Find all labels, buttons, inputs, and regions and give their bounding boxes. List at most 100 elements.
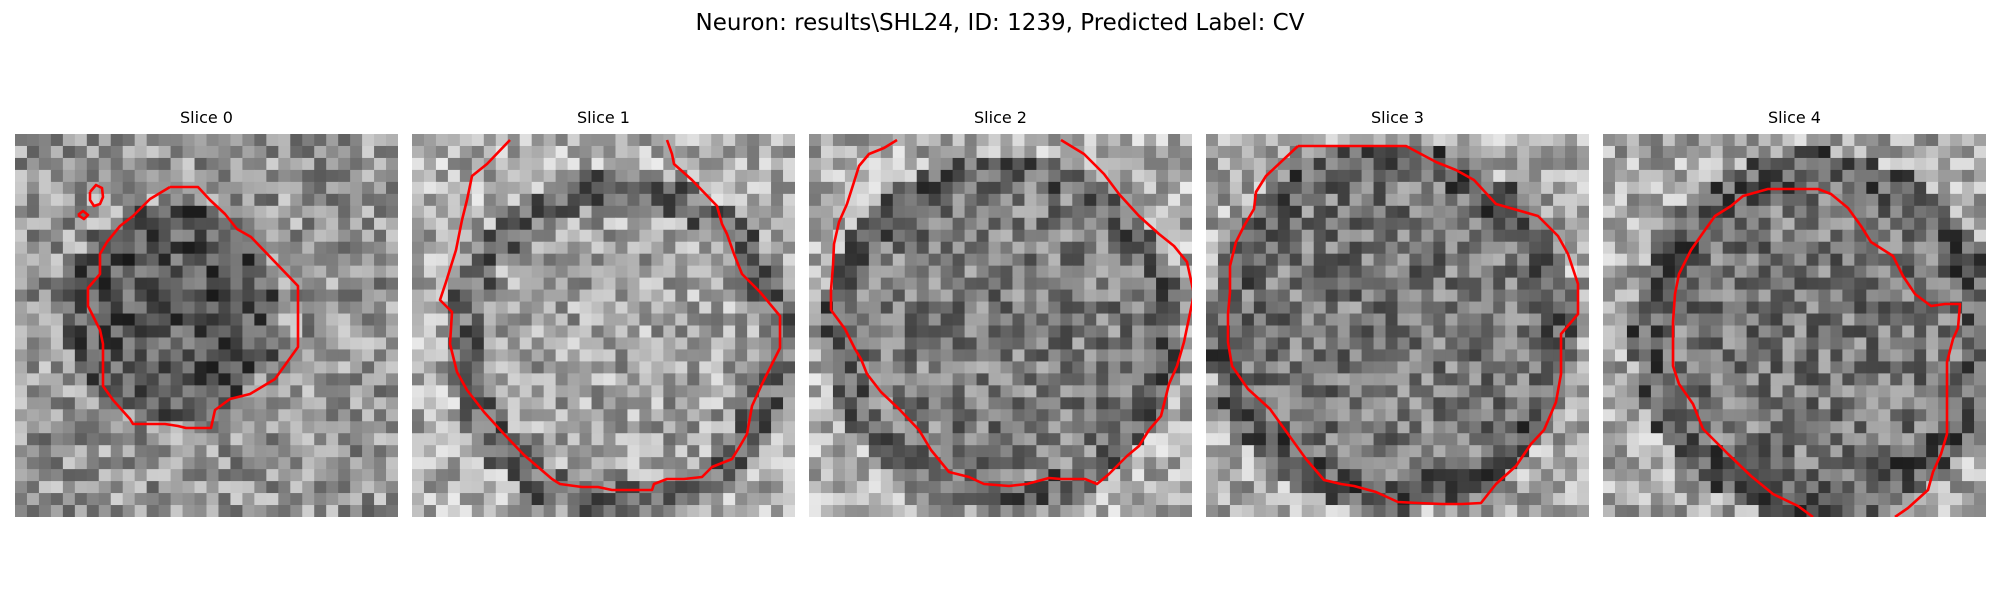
image-pixel [1241,433,1255,446]
image-pixel [1132,265,1145,279]
image-pixel [555,229,569,243]
image-pixel [856,265,870,279]
image-pixel [278,433,291,446]
image-pixel [1505,457,1518,470]
image-pixel [868,409,882,422]
image-pixel [1385,385,1399,398]
image-pixel [1662,169,1676,183]
image-pixel [892,301,906,315]
image-pixel [1686,325,1700,339]
image-pixel [1974,289,1986,303]
image-pixel [687,493,700,506]
image-pixel [1469,289,1482,303]
image-pixel [170,205,184,219]
image-pixel [1024,433,1038,446]
image-pixel [266,325,279,339]
image-pixel [290,265,303,279]
image-pixel [1746,205,1760,219]
image-pixel [471,241,485,255]
image-pixel [26,421,40,434]
image-pixel [206,193,220,207]
image-pixel [1830,157,1843,171]
image-pixel [374,265,387,279]
image-pixel [278,205,291,219]
image-pixel [1012,265,1026,279]
image-pixel [1277,349,1291,363]
image-pixel [1373,193,1387,207]
image-pixel [964,433,978,446]
image-pixel [651,205,664,219]
image-pixel [1024,385,1038,398]
image-pixel [1603,385,1616,398]
image-pixel [699,445,712,458]
image-pixel [1301,337,1315,351]
image-pixel [1529,313,1542,327]
image-pixel [1397,397,1411,410]
image-pixel [1565,169,1578,183]
image-pixel [1313,505,1327,517]
image-pixel [1734,409,1748,422]
image-pixel [338,397,351,410]
image-pixel [1096,349,1109,363]
image-pixel [603,457,617,470]
image-pixel [783,169,795,183]
image-pixel [206,349,220,363]
image-pixel [146,301,160,315]
image-pixel [242,253,255,267]
image-pixel [1241,325,1255,339]
image-pixel [495,241,509,255]
image-pixel [182,481,196,494]
image-pixel [62,385,76,398]
image-pixel [302,481,315,494]
image-pixel [1553,421,1566,434]
image-pixel [1433,397,1446,410]
image-pixel [74,217,88,231]
image-pixel [579,349,593,363]
image-pixel [98,397,112,410]
image-pixel [1577,385,1589,398]
image-pixel [338,265,351,279]
image-pixel [302,145,315,159]
image-pixel [266,505,279,517]
image-pixel [567,493,581,506]
image-pixel [1012,397,1026,410]
image-pixel [916,265,930,279]
image-pixel [1974,349,1986,363]
image-pixel [1060,217,1073,231]
image-pixel [158,157,172,171]
image-pixel [1481,241,1494,255]
image-pixel [1758,373,1772,386]
image-pixel [230,409,244,422]
image-pixel [820,373,834,386]
image-pixel [1349,289,1363,303]
image-pixel [1902,217,1915,231]
image-pixel [1445,241,1458,255]
image-pixel [326,253,339,267]
image-pixel [1553,289,1566,303]
image-pixel [266,241,279,255]
image-pixel [122,265,136,279]
image-pixel [1541,481,1554,494]
image-pixel [74,325,88,339]
image-pixel [1421,157,1435,171]
image-pixel [447,289,461,303]
image-pixel [15,505,28,517]
image-pixel [1241,301,1255,315]
image-pixel [362,253,375,267]
image-pixel [1421,325,1435,339]
image-pixel [290,229,303,243]
image-pixel [1698,169,1712,183]
image-pixel [675,349,688,363]
image-pixel [74,409,88,422]
image-pixel [1156,289,1169,303]
image-pixel [1950,313,1963,327]
image-pixel [1012,205,1026,219]
image-pixel [952,457,966,470]
image-pixel [735,385,748,398]
image-pixel [771,253,784,267]
image-pixel [74,157,88,171]
image-pixel [783,157,795,171]
image-pixel [952,481,966,494]
image-pixel [1710,289,1724,303]
image-pixel [1385,169,1399,183]
